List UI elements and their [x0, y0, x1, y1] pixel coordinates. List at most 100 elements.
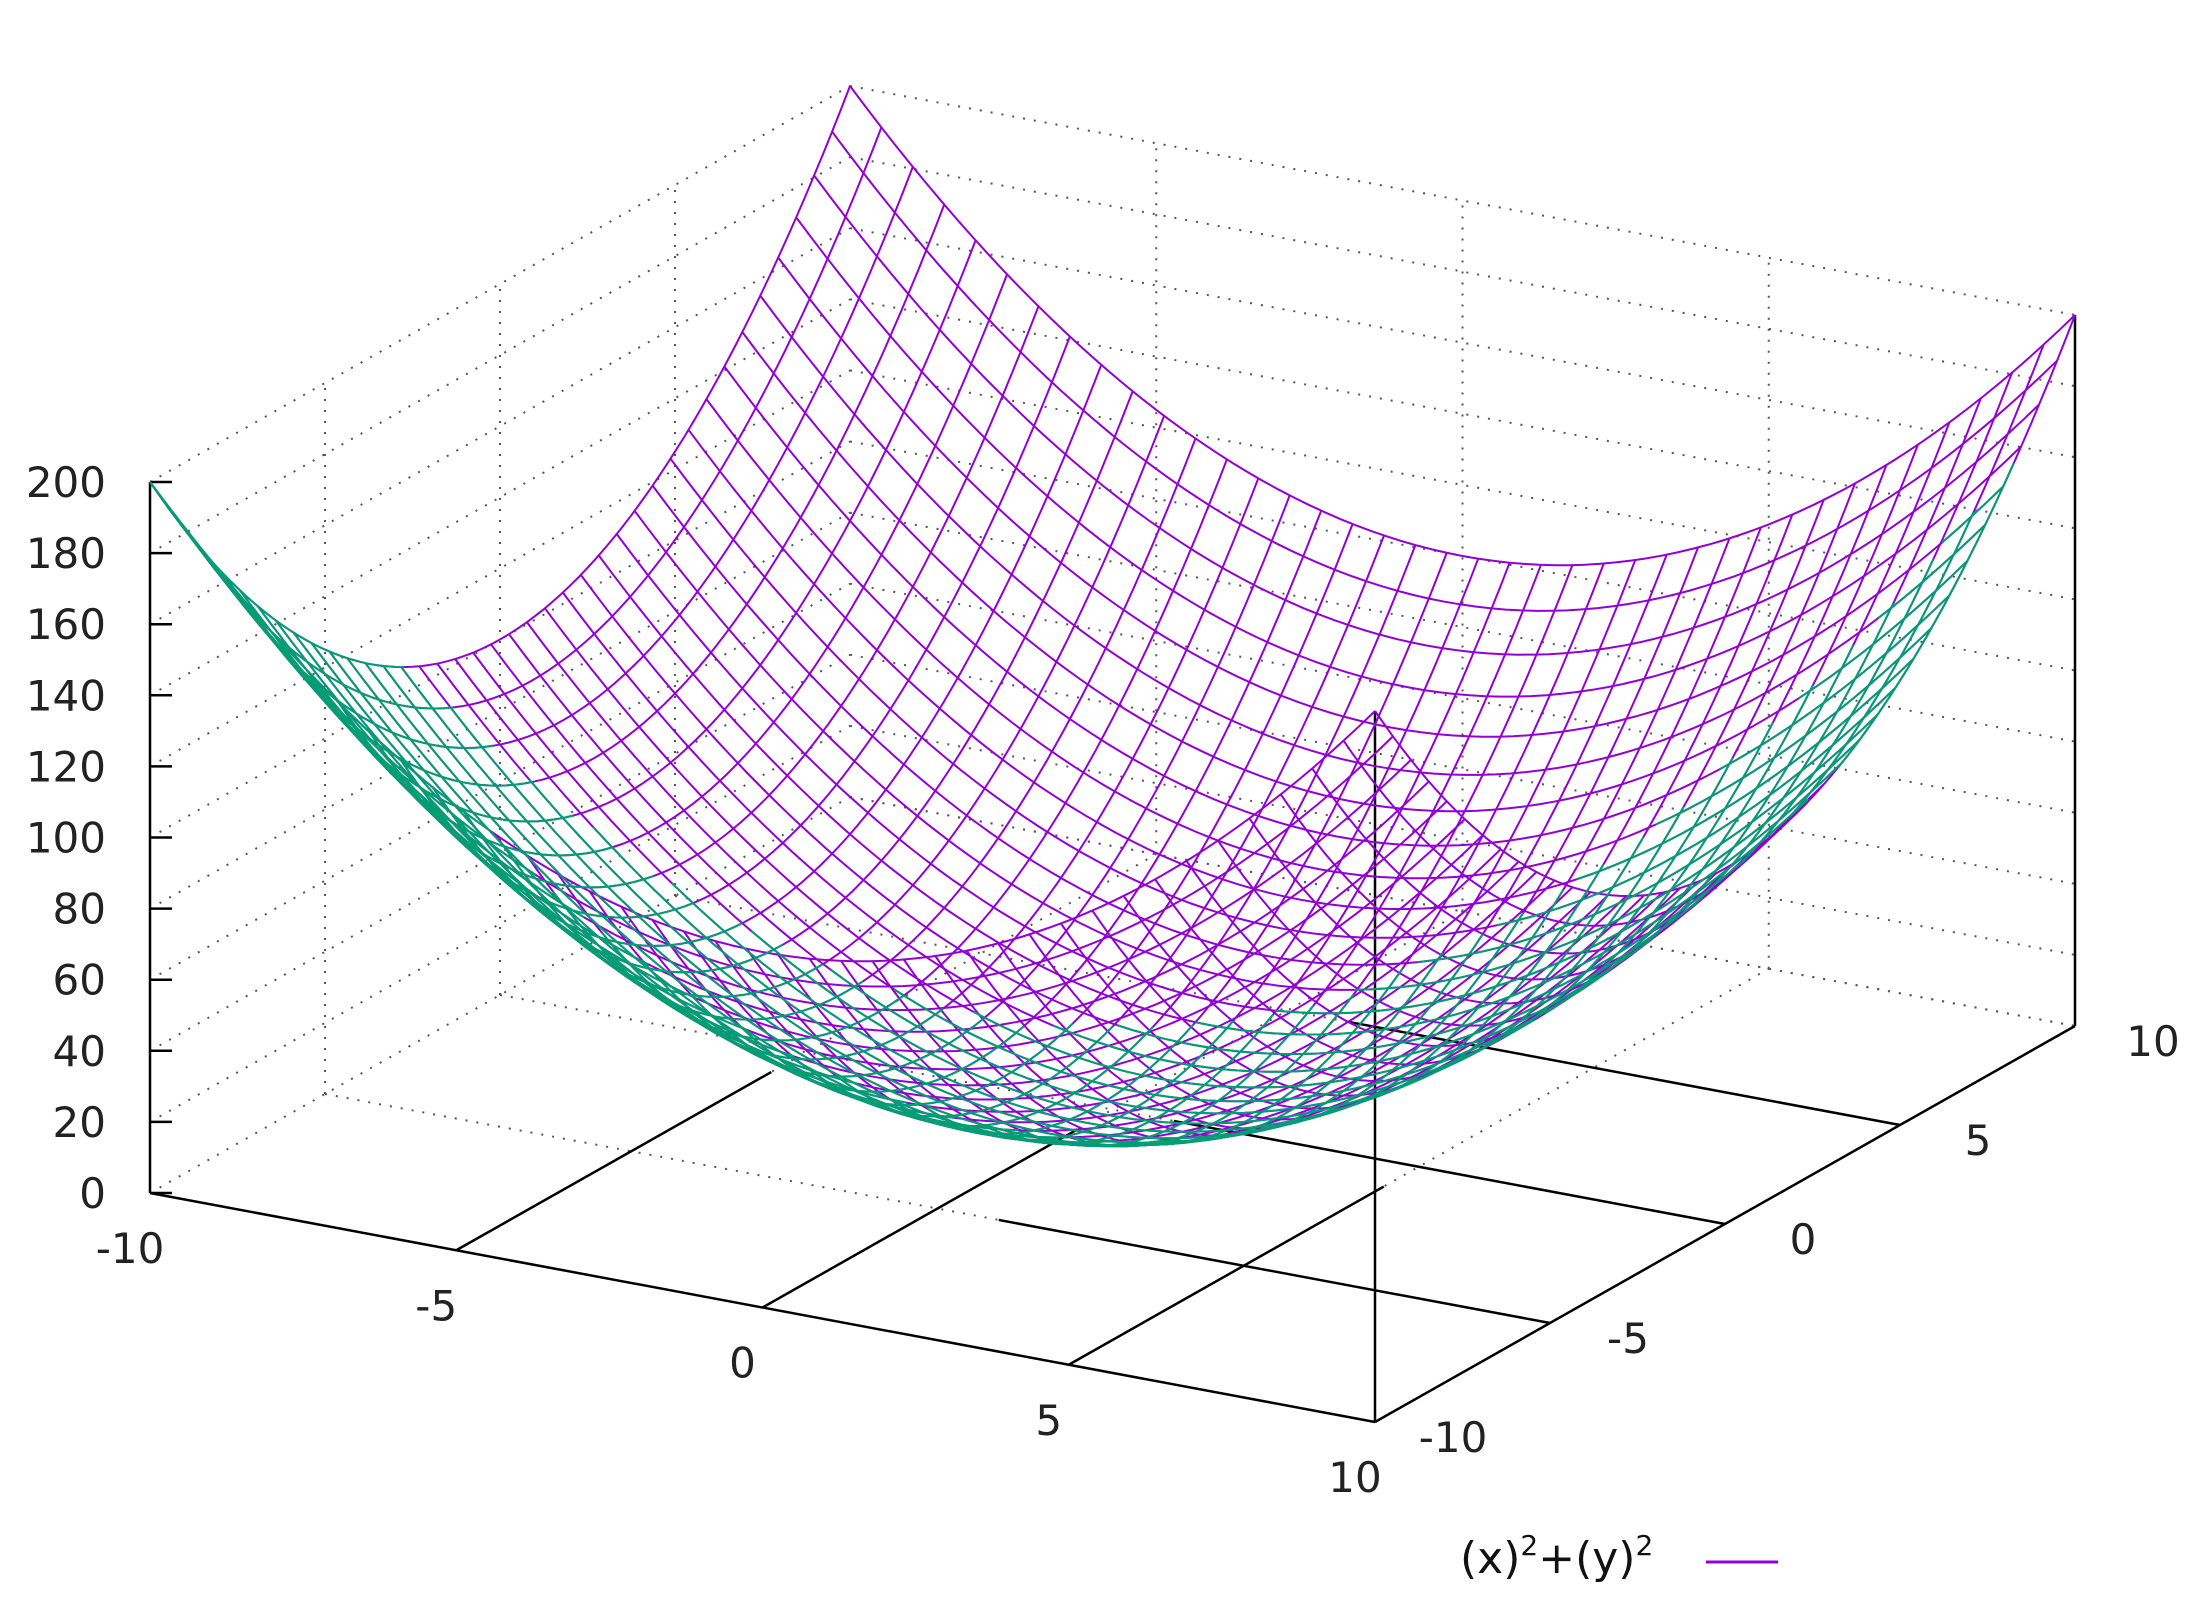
grid-line-z-back [849, 653, 2076, 885]
mesh-line-top [256, 605, 1484, 1087]
mesh-line-front [1838, 462, 2015, 768]
mesh-line-front [1642, 645, 1854, 947]
mesh-line-front [552, 891, 904, 1042]
mesh-line-top [759, 295, 1986, 776]
mesh-line-front [1877, 523, 1986, 619]
legend-label: (x)2+(y)2 [1460, 1529, 1653, 1584]
mesh-line-front [274, 619, 858, 1085]
mesh-line-front [739, 1022, 1074, 1107]
z-tick-label: 40 [53, 1027, 106, 1076]
mesh-line-front [1691, 602, 1895, 908]
legend: (x)2+(y)2 [1460, 1529, 1778, 1584]
mesh-line-front [369, 731, 694, 919]
legend-part-3: +(y) [1538, 1533, 1635, 1584]
y-tick-label: 5 [1965, 1116, 1992, 1165]
legend-part-1: (x) [1460, 1533, 1520, 1584]
mesh-line-front [1740, 558, 1935, 865]
mesh-line-front [149, 481, 488, 830]
mesh-line-front [1354, 739, 1861, 991]
mesh-line-front [400, 760, 743, 947]
mesh-line-front [1309, 889, 1565, 1119]
mesh-line-front [1655, 627, 1933, 826]
mesh-line-front [975, 1013, 1275, 1145]
mesh-line-top [597, 554, 1825, 1036]
mesh-line-front [1211, 933, 1484, 1137]
mesh-line-front [503, 846, 864, 1021]
z-tick-label: 60 [53, 956, 106, 1005]
mesh-line-top [167, 506, 1394, 988]
mesh-line-top [651, 523, 1354, 1107]
mesh-line-front [1455, 806, 1685, 1064]
floor-axis-line-x [455, 1070, 772, 1252]
mesh-line-top [741, 331, 1968, 813]
mesh-line-top [180, 127, 883, 710]
mesh-line-front [364, 662, 1116, 1144]
mesh-line-top [965, 554, 1668, 1137]
mesh-line-front [1073, 993, 1355, 1148]
mesh-line-front [1122, 968, 1404, 1146]
mesh-line-front [221, 571, 697, 1000]
mesh-line-top [705, 398, 1933, 880]
mesh-line-front [1544, 722, 1774, 1015]
z-tick-label: 0 [79, 1169, 106, 1218]
mesh-line-top [813, 174, 2040, 656]
floor-axis-line-y [1173, 1119, 1726, 1226]
floor-axis-line-x [761, 1128, 1079, 1309]
mesh-line-front [973, 941, 1648, 1089]
mesh-line-front [926, 1020, 1234, 1141]
z-tick-label: 120 [26, 742, 106, 791]
mesh-line-top [1311, 372, 2014, 955]
legend-part-2: 2 [1520, 1529, 1538, 1562]
grid-lines [149, 85, 2076, 1423]
mesh-line-front [1418, 713, 1879, 964]
mesh-line-front [292, 631, 907, 1104]
x-tick-label: -5 [415, 1281, 457, 1330]
mesh-line-front [1798, 560, 1968, 700]
z-tick-label: 80 [53, 885, 106, 934]
mesh-line-front [1052, 902, 1697, 1073]
mesh-line-front [1497, 686, 1897, 927]
mesh-line-front [788, 1025, 1114, 1118]
mesh-line-front [1260, 912, 1524, 1130]
surface-mesh [149, 85, 2076, 1148]
mesh-line-front [1576, 658, 1915, 881]
legend-part-4: 2 [1635, 1529, 1653, 1562]
y-tick-label: 10 [2126, 1017, 2179, 1066]
mesh-line-front [837, 1026, 1154, 1128]
z-tick-label: 200 [26, 458, 106, 507]
mesh-line-top [149, 85, 851, 669]
x-axis-line [149, 1191, 1376, 1424]
axes [148, 315, 2077, 1424]
mesh-line-top [238, 589, 1466, 1071]
y-axis-line [1374, 1024, 2076, 1424]
mesh-line-front [238, 589, 746, 1031]
mesh-line-front [641, 959, 985, 1078]
mesh-line-front [328, 650, 1019, 1132]
grid-line-z-left [149, 582, 851, 981]
mesh-line-front [1406, 836, 1645, 1086]
z-tick-label: 20 [53, 1098, 106, 1147]
mesh-line-front [1593, 684, 1814, 983]
tick-labels: 020406080100120140160180200-10-50510-10-… [26, 458, 2180, 1502]
mesh-line-top [777, 256, 2004, 738]
mesh-line-front [893, 977, 1600, 1103]
floor-axis-line-y [998, 1218, 1551, 1325]
mesh-line-top [221, 571, 1448, 1053]
mesh-line-front [1719, 594, 1951, 771]
mesh-line-top [831, 131, 2058, 612]
x-tick-label: -10 [96, 1224, 165, 1273]
grid-line-z-left [149, 298, 851, 697]
mesh-line-front [256, 605, 794, 1058]
x-tick-label: 5 [1035, 1396, 1062, 1445]
y-tick-label: -10 [1419, 1413, 1488, 1462]
mesh-line-top [795, 216, 2022, 698]
z-tick-label: 140 [26, 671, 106, 720]
mesh-line-top [849, 85, 2076, 567]
mesh-line-front [1195, 798, 1810, 1036]
grid-line-z-back [849, 298, 2076, 530]
floor-axis-line-x [1068, 1185, 1385, 1366]
y-tick-label: -5 [1607, 1314, 1649, 1363]
mesh-line-top [369, 336, 1071, 919]
z-tick-label: 180 [26, 529, 106, 578]
